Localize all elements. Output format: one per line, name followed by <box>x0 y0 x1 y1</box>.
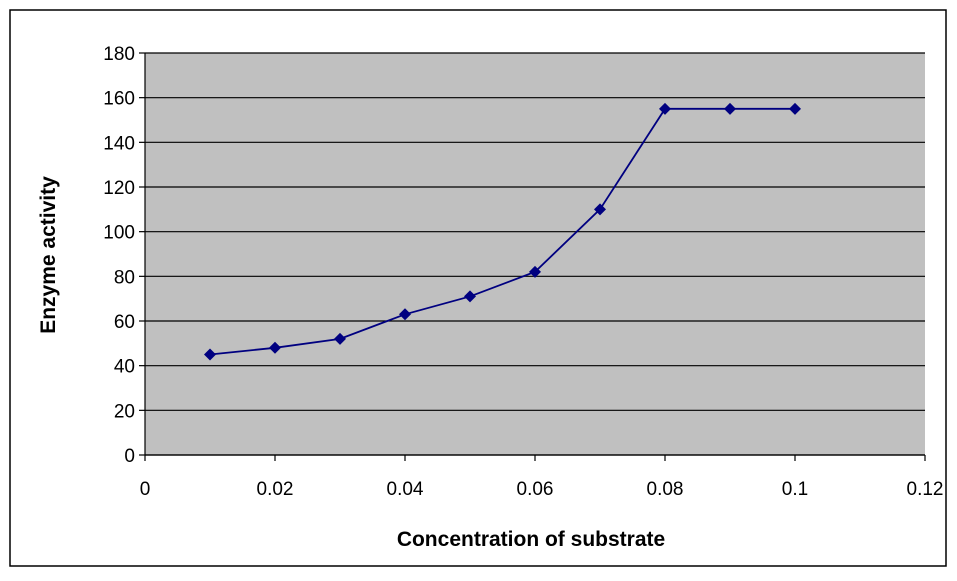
data-point <box>464 290 476 303</box>
y-axis-title: Enzyme activity <box>37 176 60 334</box>
y-tick-label: 120 <box>103 178 135 199</box>
x-tick-label: 0.04 <box>387 479 424 500</box>
data-point <box>204 348 216 361</box>
data-point <box>724 102 736 115</box>
y-tick-label: 160 <box>103 89 135 110</box>
plot-area <box>145 53 925 455</box>
y-tick-label: 80 <box>114 267 135 288</box>
x-tick-label: 0.12 <box>907 479 944 500</box>
data-point <box>594 203 606 216</box>
x-tick-label: 0 <box>140 479 151 500</box>
y-axis-ticks: 0 20 40 60 80 100 120 140 160 180 <box>103 44 145 467</box>
series-group <box>204 102 801 361</box>
data-point <box>399 308 411 321</box>
y-tick-label: 140 <box>103 133 135 154</box>
x-axis-title: Concentration of substrate <box>397 528 665 551</box>
data-point <box>659 102 671 115</box>
y-tick-label: 60 <box>114 312 135 333</box>
series-line <box>209 107 795 356</box>
y-tick-label: 0 <box>124 446 135 467</box>
data-point <box>789 102 801 115</box>
y-tick-label: 40 <box>114 357 135 378</box>
x-tick-label: 0.02 <box>257 479 294 500</box>
y-tick-label: 100 <box>103 223 135 244</box>
y-tick-label: 20 <box>114 401 135 422</box>
y-tick-label: 180 <box>103 44 135 65</box>
data-point <box>529 265 541 278</box>
data-point <box>269 341 281 354</box>
data-point <box>334 332 346 345</box>
x-tick-label: 0.06 <box>517 479 554 500</box>
x-axis-ticks: 0 0.02 0.04 0.06 0.08 0.1 0.12 <box>140 455 944 500</box>
x-tick-label: 0.08 <box>647 479 684 500</box>
x-tick-label: 0.1 <box>782 479 808 500</box>
